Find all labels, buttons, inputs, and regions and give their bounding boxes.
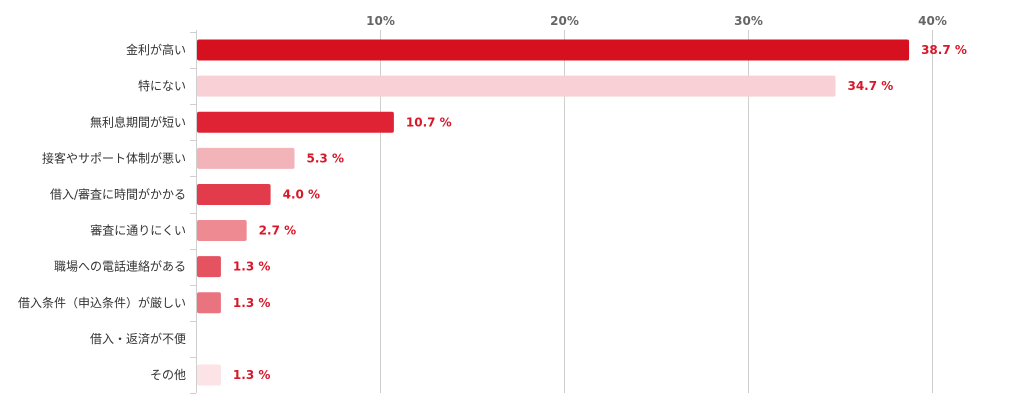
value-label-6: 1.3 % (233, 260, 270, 274)
category-label-5: 審査に通りにくい (90, 223, 186, 238)
category-label-7: 借入条件（申込条件）が厳しい (18, 295, 186, 310)
tick-label-20: 20% (550, 14, 579, 28)
bar-6 (197, 256, 221, 278)
bar-5 (197, 220, 247, 242)
value-labels: 38.7 % 34.7 % 10.7 % 5.3 % 4.0 % 2.7 % 1.3 % 1.… (233, 43, 967, 382)
category-label-8: 借入・返済が不便 (90, 331, 186, 346)
category-label-0: 金利が高い (126, 42, 186, 57)
category-label-3: 接客やサポート体制が悪い (42, 150, 186, 165)
bar-0 (197, 39, 910, 61)
value-label-1: 34.7 % (847, 79, 893, 93)
tick-label-40: 40% (918, 14, 947, 28)
tick-label-10: 10% (366, 14, 395, 28)
category-label-9: その他 (150, 368, 186, 382)
value-label-0: 38.7 % (921, 43, 967, 57)
bars (197, 39, 910, 386)
bar-4 (197, 183, 271, 205)
category-labels: 金利が高い特にない無利息期間が短い接客やサポート体制が悪い借入/審査に時間がかか… (18, 42, 186, 382)
value-label-5: 2.7 % (259, 224, 296, 238)
bar-1 (197, 75, 836, 97)
category-label-2: 無利息期間が短い (90, 114, 186, 129)
bar-9 (197, 364, 221, 386)
bar-2 (197, 111, 394, 133)
bar-7 (197, 292, 221, 314)
bar-3 (197, 147, 295, 169)
x-axis-ticks: 10% 20% 30% 40% (366, 14, 947, 28)
value-label-3: 5.3 % (307, 151, 344, 165)
category-label-1: 特にない (138, 78, 186, 93)
tick-label-30: 30% (734, 14, 763, 28)
value-label-9: 1.3 % (233, 368, 270, 382)
category-label-4: 借入/審査に時間がかかる (50, 186, 186, 201)
value-label-7: 1.3 % (233, 296, 270, 310)
category-label-6: 職場への電話連絡がある (54, 259, 186, 274)
value-label-4: 4.0 % (283, 187, 320, 201)
value-label-2: 10.7 % (406, 115, 452, 129)
y-axis (190, 30, 197, 394)
